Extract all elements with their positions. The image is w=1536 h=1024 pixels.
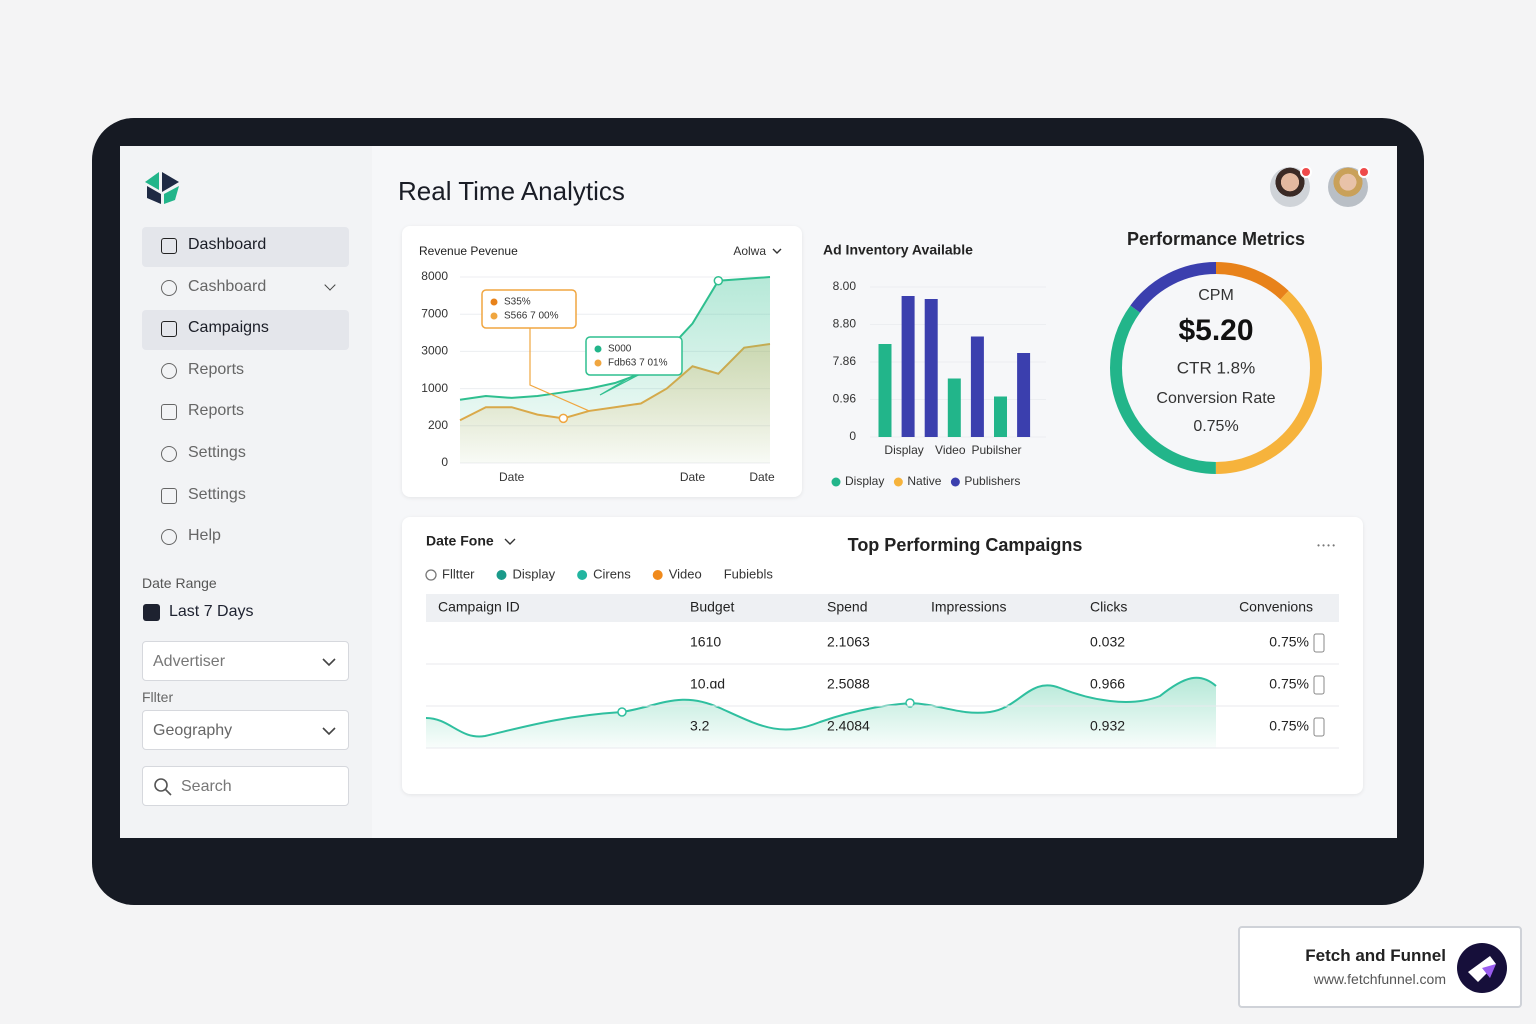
nav-item[interactable]: Settings [188,444,246,461]
nav-icon [161,446,177,462]
date-range-label: Date Range [142,575,217,591]
nav-icon [161,362,177,379]
chevron [322,727,336,736]
brand-url: www.fetchfunnel.com [1313,971,1446,987]
notification-dot [1358,166,1370,178]
search-icon [154,778,172,796]
geography-text: Geography [153,722,233,739]
nav-icon [161,321,177,338]
nav-icon [161,487,177,504]
filter-label: Fllter [142,689,174,705]
nav-icon [161,404,177,421]
brand-logo [1457,943,1507,993]
nav-icon [161,238,177,254]
nav-item[interactable]: Settings [188,485,246,503]
nav-item[interactable]: Help [188,527,221,545]
logo [145,170,179,204]
notification-dot [1300,166,1312,178]
nav-icon [161,529,177,546]
nav-item[interactable]: Reports [188,360,245,378]
brand-box[interactable]: Fetch and Funnel www.fetchfunnel.com [1238,926,1522,1008]
advertiser-select[interactable]: Advertiser [142,641,349,681]
search-text: Search [181,778,232,795]
nav-item[interactable]: Cashboard [188,277,267,295]
date-range-checkbox[interactable] [143,604,160,621]
campaigns-card [402,517,1363,794]
nav-icon [161,279,177,296]
page-title: Real Time Analytics [398,176,625,206]
nav-item[interactable]: Campaigns [188,319,269,337]
nav-item[interactable]: Dashboard [188,236,267,253]
date-range-value: Last 7 Days [169,603,254,620]
revenue-card [402,226,802,497]
brand-name: Fetch and Funnel [1305,946,1446,965]
logo-icon [145,172,179,204]
chevron [322,658,336,667]
geography-select[interactable]: Geography [142,710,349,750]
advertiser-text: Advertiser [153,653,226,670]
search-input[interactable]: Search [142,766,349,806]
nav-item[interactable]: Reports [188,402,245,420]
